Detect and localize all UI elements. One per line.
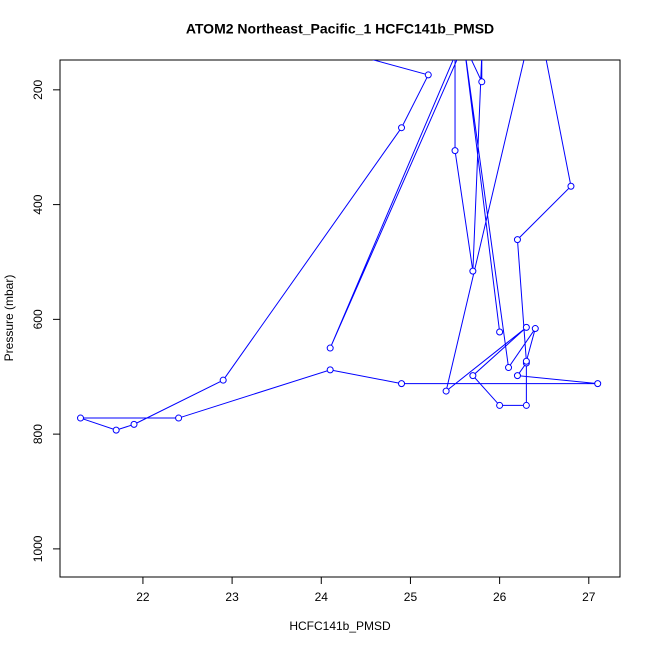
y-tick-label: 1000: [31, 535, 45, 562]
x-tick-label: 24: [315, 590, 329, 604]
data-point: [522, 401, 530, 409]
data-point: [442, 387, 450, 395]
data-point: [398, 380, 406, 388]
data-line: [80, 60, 598, 431]
x-tick-label: 23: [225, 590, 239, 604]
chart-title: ATOM2 Northeast_Pacific_1 HCFC141b_PMSD: [186, 21, 494, 37]
x-tick-label: 26: [493, 590, 507, 604]
data-point: [130, 420, 138, 428]
data-point: [522, 357, 530, 365]
data-point: [451, 147, 459, 155]
y-axis-label: Pressure (mbar): [2, 275, 16, 362]
y-tick-label: 400: [31, 194, 45, 214]
data-point: [478, 78, 486, 86]
data-point: [354, 52, 360, 58]
data-point: [479, 52, 485, 58]
data-point: [77, 414, 85, 422]
data-point: [522, 323, 530, 331]
data-point: [541, 47, 547, 53]
data-point: [531, 325, 539, 333]
data-point: [469, 372, 477, 380]
y-tick-label: 800: [31, 424, 45, 444]
data-point: [219, 376, 227, 384]
data-point: [496, 401, 504, 409]
data-point: [461, 41, 467, 47]
data-point: [461, 41, 467, 47]
data-point: [505, 364, 513, 372]
data-point: [326, 344, 334, 352]
data-point: [523, 47, 529, 53]
x-tick-label: 25: [404, 590, 418, 604]
data-point: [567, 182, 575, 190]
data-point: [326, 366, 334, 374]
data-point: [398, 124, 406, 132]
data-point: [594, 380, 602, 388]
data-point: [513, 372, 521, 380]
x-axis-label: HCFC141b_PMSD: [289, 619, 391, 633]
x-tick-label: 22: [136, 590, 150, 604]
data-point: [175, 414, 183, 422]
data-point: [424, 71, 432, 79]
data-point: [513, 236, 521, 244]
y-tick-label: 600: [31, 309, 45, 329]
plot-frame: [59, 59, 621, 578]
y-tick-label: 200: [31, 80, 45, 100]
x-tick-label: 27: [582, 590, 596, 604]
data-point: [496, 328, 504, 336]
data-point: [112, 426, 120, 434]
data-point: [469, 267, 477, 275]
data-point: [452, 52, 458, 58]
plot-area: [77, 41, 602, 434]
